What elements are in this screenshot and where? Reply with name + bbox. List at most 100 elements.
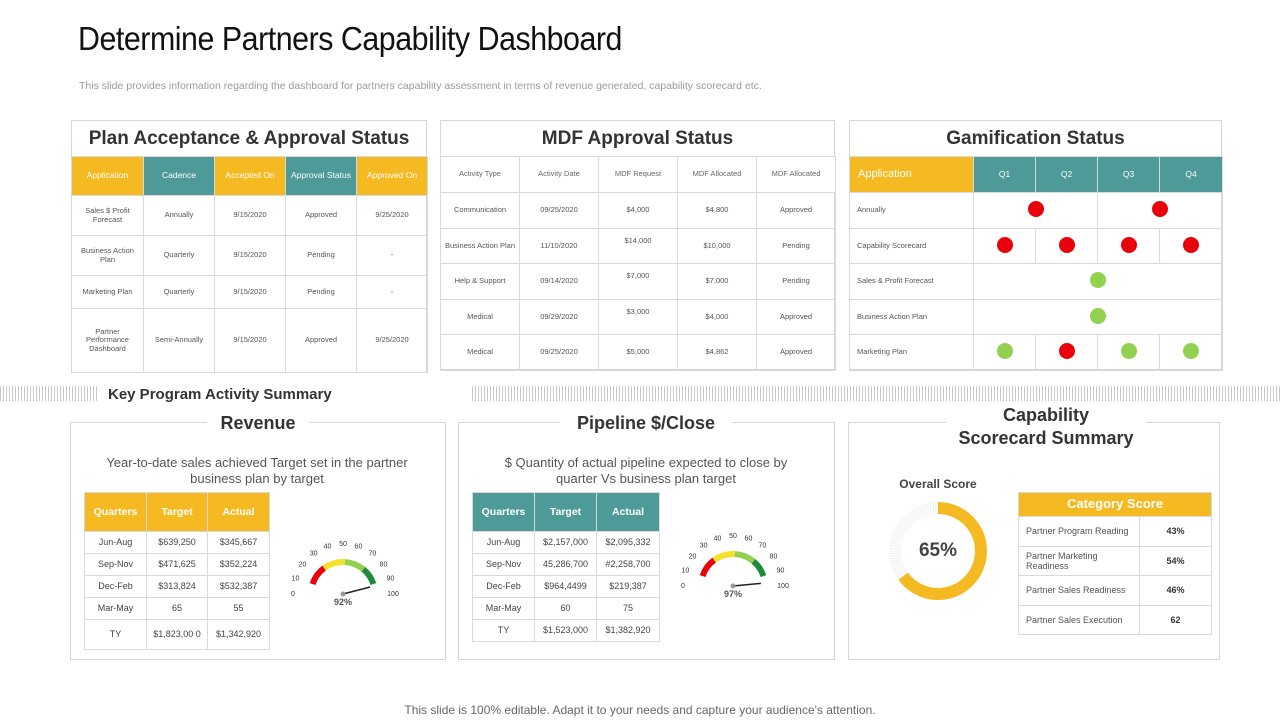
table-cell: 9/15/2020 xyxy=(214,195,286,236)
overall-score-value: 65% xyxy=(918,540,958,561)
table-cell: 9/15/2020 xyxy=(214,275,286,309)
table-cell: Approved xyxy=(285,195,357,236)
col-header: Activity Date xyxy=(519,156,599,193)
mdf-approval-panel: MDF Approval Status Activity Type Activi… xyxy=(440,120,836,371)
table-cell: TY xyxy=(84,619,147,650)
row-label: Marketing Plan xyxy=(849,334,974,371)
col-header: Approval Status xyxy=(285,156,357,196)
col-header: Target xyxy=(534,492,597,532)
table-cell: $964,4499 xyxy=(534,575,597,598)
table-cell: 09/25/2020 xyxy=(519,192,599,229)
table-cell: Dec-Feb xyxy=(84,575,147,598)
col-header: Activity Type xyxy=(440,156,520,193)
table-cell: Approved xyxy=(756,334,836,371)
table-cell: Approved xyxy=(756,192,836,229)
gauge-tick-label: 20 xyxy=(299,562,307,569)
category-value: 46% xyxy=(1139,575,1212,606)
table-row: TY $1,523,000 $1,382,920 xyxy=(472,619,660,642)
gauge-value-label: 97% xyxy=(724,589,742,598)
table-cell: Sep-Nov xyxy=(472,553,535,576)
col-header: MDF Allocated xyxy=(756,156,836,193)
table-cell: $7,000 xyxy=(677,263,757,300)
table-cell: $345,667 xyxy=(207,531,270,554)
col-header: Q1 xyxy=(973,156,1036,193)
gauge-tick-label: 10 xyxy=(292,576,300,583)
gauge-tick-label: 40 xyxy=(714,535,722,542)
footer-note: This slide is 100% editable. Adapt it to… xyxy=(404,703,876,717)
col-header: MDF Allocated xyxy=(677,156,757,193)
section-divider-right xyxy=(472,386,1280,401)
gamification-table: Application Q1 Q2 Q3 Q4 Annually Capabil… xyxy=(849,156,1223,371)
table-row: Partner Sales Execution 62 xyxy=(1018,605,1212,635)
table-cell: Approved xyxy=(285,308,357,373)
table-row: Annually xyxy=(849,192,1223,229)
gauge-tick-label: 30 xyxy=(310,551,318,558)
key-program-title: Key Program Activity Summary xyxy=(108,386,332,403)
revenue-description: Year-to-date sales achieved Target set i… xyxy=(106,455,408,486)
plan-acceptance-panel: Plan Acceptance & Approval Status Applic… xyxy=(71,120,428,373)
table-cell: Partner Performance Dashboard xyxy=(71,308,144,373)
table-cell: 9/25/2020 xyxy=(356,195,428,236)
table-row: Sep-Nov 45,286,700 #2,258,700 xyxy=(472,553,660,576)
col-header: Cadence xyxy=(143,156,215,196)
table-row: Partner Marketing Readiness 54% xyxy=(1018,546,1212,576)
status-cell xyxy=(973,299,1223,335)
table-cell: Mar-May xyxy=(84,597,147,620)
category-name: Partner Marketing Readiness xyxy=(1018,546,1140,576)
table-cell: 09/14/2020 xyxy=(519,263,599,300)
table-cell: Mar-May xyxy=(472,597,535,620)
capability-title: Capability Scorecard Summary xyxy=(946,404,1146,452)
gauge-tick-label: 80 xyxy=(770,554,778,561)
revenue-table: Quarters Target Actual Jun-Aug $639,250 $3… xyxy=(84,492,270,650)
table-row: TY $1,823,00 0 $1,342,920 xyxy=(84,619,270,650)
table-cell: 55 xyxy=(207,597,270,620)
row-label: Business Action Plan xyxy=(849,299,974,335)
gamification-title: Gamification Status xyxy=(946,127,1125,149)
table-cell: 09/29/2020 xyxy=(519,299,599,335)
status-dot-red xyxy=(1183,236,1199,253)
table-cell: $532,387 xyxy=(207,575,270,598)
plan-acceptance-title: Plan Acceptance & Approval Status xyxy=(88,127,410,149)
status-cell xyxy=(1097,228,1160,264)
status-cell xyxy=(973,334,1036,371)
table-cell: $352,224 xyxy=(207,553,270,576)
category-value: 54% xyxy=(1139,546,1212,576)
col-header: Q3 xyxy=(1097,156,1160,193)
table-cell: $5,000 xyxy=(598,334,678,371)
table-cell: $14,000 xyxy=(598,228,678,264)
overall-score-donut xyxy=(889,502,987,600)
table-row: Business Action Plan xyxy=(849,299,1223,335)
table-cell: 09/25/2020 xyxy=(519,334,599,371)
gauge-hub xyxy=(340,591,346,597)
table-row: Sep-Nov $471,625 $352,224 xyxy=(84,553,270,576)
table-row: Jun-Aug $639,250 $345,667 xyxy=(84,531,270,554)
table-cell: $2,157,000 xyxy=(534,531,597,554)
table-cell: Sep-Nov xyxy=(84,553,147,576)
col-header: Quarters xyxy=(472,492,535,532)
pipeline-description: $ Quantity of actual pipeline expected t… xyxy=(504,455,788,486)
status-dot-green xyxy=(1090,272,1106,289)
col-header: Q4 xyxy=(1159,156,1223,193)
table-cell: #2,258,700 xyxy=(596,553,660,576)
table-cell: 60 xyxy=(534,597,597,620)
donut-value-arc xyxy=(898,502,987,600)
col-header: Quarters xyxy=(84,492,147,532)
col-header: Target xyxy=(146,492,208,532)
table-row: Dec-Feb $964,4499 $219,387 xyxy=(472,575,660,598)
gauge-tick-label: 90 xyxy=(387,576,395,583)
table-row: Partner Program Reading 43% xyxy=(1018,516,1212,547)
status-dot-red xyxy=(1027,201,1044,218)
table-row: Marketing Plan xyxy=(849,334,1223,371)
status-dot-red xyxy=(1058,343,1075,360)
status-cell xyxy=(1097,334,1160,371)
status-dot-green xyxy=(996,343,1013,360)
table-cell: - xyxy=(356,235,428,276)
gauge-tick-label: 70 xyxy=(758,543,766,550)
table-cell: Annually xyxy=(143,195,215,236)
table-cell: 45,286,700 xyxy=(534,553,597,576)
mdf-approval-title: MDF Approval Status xyxy=(541,127,734,149)
status-cell xyxy=(973,228,1036,264)
page-subtitle: This slide provides information regardin… xyxy=(79,80,762,92)
status-cell xyxy=(973,263,1223,300)
status-cell xyxy=(1035,334,1098,371)
